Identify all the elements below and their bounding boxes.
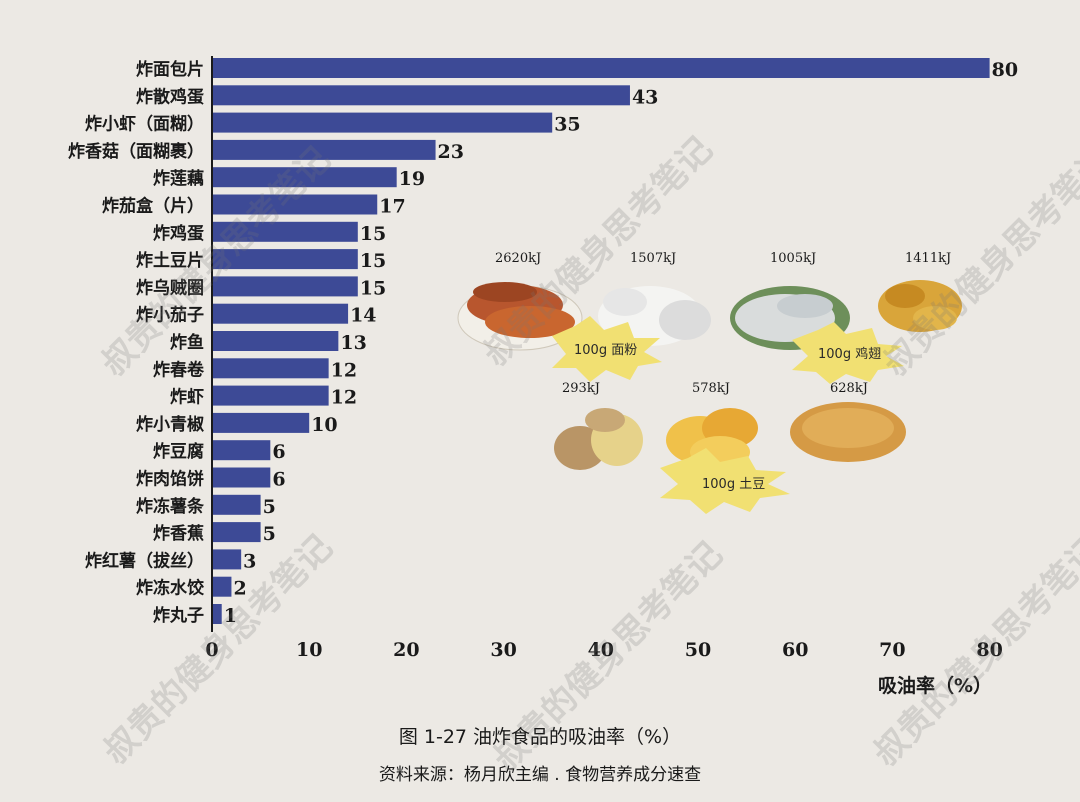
value-label: 13 xyxy=(340,332,366,354)
badge-potato-label: 100g 土豆 xyxy=(702,477,765,492)
category-label: 炸红薯（拔丝） xyxy=(85,550,204,571)
source-caption: 资料来源：杨月欣主编 . 食物营养成分速查 xyxy=(378,765,702,785)
category-label: 炸冻水饺 xyxy=(136,578,205,599)
x-tick-label: 60 xyxy=(782,639,808,661)
category-label: 炸香蕉 xyxy=(153,523,204,544)
bar xyxy=(212,167,397,188)
energy-label-bread: 2620kJ xyxy=(495,251,541,266)
value-label: 3 xyxy=(243,550,256,572)
category-label: 炸莲藕 xyxy=(153,168,204,189)
value-label: 23 xyxy=(438,141,464,163)
x-tick-label: 70 xyxy=(879,639,905,661)
value-label: 17 xyxy=(379,196,405,218)
category-label: 炸丸子 xyxy=(153,605,204,626)
bar xyxy=(212,303,349,324)
category-label: 炸冻薯条 xyxy=(136,496,205,517)
x-tick-label: 0 xyxy=(205,639,218,661)
x-tick-label: 20 xyxy=(393,639,419,661)
badge-wings-label: 100g 鸡翅 xyxy=(818,346,881,362)
bar xyxy=(212,112,553,133)
category-label: 炸香菇（面糊裹） xyxy=(68,141,204,162)
value-label: 5 xyxy=(263,496,276,518)
x-tick-label: 30 xyxy=(490,639,516,661)
category-label: 炸小青椒 xyxy=(136,414,204,435)
bar xyxy=(212,604,222,624)
value-label: 15 xyxy=(360,277,386,299)
value-label: 35 xyxy=(554,114,580,136)
bar xyxy=(212,276,358,297)
energy-label-flour: 1507kJ xyxy=(630,251,676,266)
category-label: 炸面包片 xyxy=(136,59,204,80)
category-label: 炸土豆片 xyxy=(136,250,204,271)
x-tick-label: 50 xyxy=(685,639,711,661)
category-label: 炸小茄子 xyxy=(136,305,204,326)
category-label: 炸春卷 xyxy=(153,359,205,380)
x-tick-label: 80 xyxy=(976,639,1002,661)
value-label: 43 xyxy=(632,86,658,108)
value-label: 12 xyxy=(331,387,357,409)
bar xyxy=(212,139,436,160)
value-label: 6 xyxy=(272,469,285,491)
badge-flour-label: 100g 面粉 xyxy=(574,343,637,358)
badge-burst-potato xyxy=(660,448,790,514)
bar xyxy=(212,331,339,351)
value-label: 15 xyxy=(360,250,386,272)
value-label: 5 xyxy=(263,523,276,545)
category-label: 炸散鸡蛋 xyxy=(136,86,204,107)
bar xyxy=(212,522,261,543)
x-axis-title: 吸油率（%） xyxy=(878,674,992,697)
value-label: 10 xyxy=(311,414,337,436)
bar xyxy=(212,194,378,215)
category-label: 炸豆腐 xyxy=(153,441,204,462)
bar xyxy=(212,358,329,379)
bar xyxy=(212,412,310,433)
category-label: 炸乌贼圈 xyxy=(136,277,204,298)
category-label: 炸鸡蛋 xyxy=(153,223,204,244)
food-photo-inset: 100g 面粉 100g 鸡翅 100g 土豆 2620kJ 1507kJ 10… xyxy=(457,251,962,514)
fried-bread-photo xyxy=(457,282,583,351)
value-label: 80 xyxy=(992,59,1018,81)
fried-chicken-photo xyxy=(878,280,962,332)
bar xyxy=(212,576,232,597)
energy-label-chips: 578kJ xyxy=(692,381,730,396)
x-tick-labels: 0 10 20 30 40 50 60 70 80 xyxy=(205,639,1002,661)
bar xyxy=(212,85,630,106)
value-label: 15 xyxy=(360,223,386,245)
category-label: 炸鱼 xyxy=(170,332,204,353)
value-label: 6 xyxy=(272,441,285,463)
energy-label-wings: 1005kJ xyxy=(770,251,816,266)
bar xyxy=(212,549,242,570)
value-label: 2 xyxy=(233,578,246,600)
bar xyxy=(212,467,271,488)
bar xyxy=(212,440,271,461)
potato-photo xyxy=(554,408,643,470)
energy-label-fried-chicken: 1411kJ xyxy=(905,251,951,266)
figure-caption: 图 1-27 油炸食品的吸油率（%） xyxy=(398,726,682,748)
x-tick-label: 10 xyxy=(296,639,322,661)
bar xyxy=(212,58,990,78)
bar xyxy=(212,494,261,515)
energy-label-potato: 293kJ xyxy=(562,381,600,396)
bars-layer xyxy=(212,58,990,624)
x-tick-label: 40 xyxy=(588,639,614,661)
bar xyxy=(212,249,358,270)
category-label: 炸肉馅饼 xyxy=(136,469,204,490)
value-label: 14 xyxy=(350,305,376,327)
energy-label-fries: 628kJ xyxy=(830,381,868,396)
category-label: 炸虾 xyxy=(170,387,204,408)
value-label: 12 xyxy=(331,359,357,381)
value-label: 19 xyxy=(399,168,425,190)
category-label: 炸小虾（面糊） xyxy=(85,114,204,135)
bar xyxy=(212,221,358,242)
category-label: 炸茄盒（片） xyxy=(102,196,204,217)
bar xyxy=(212,385,329,406)
badge-burst-flour xyxy=(552,316,662,382)
french-fries-photo xyxy=(790,402,906,462)
value-label: 1 xyxy=(224,605,237,627)
badge-burst-wings xyxy=(792,322,904,384)
